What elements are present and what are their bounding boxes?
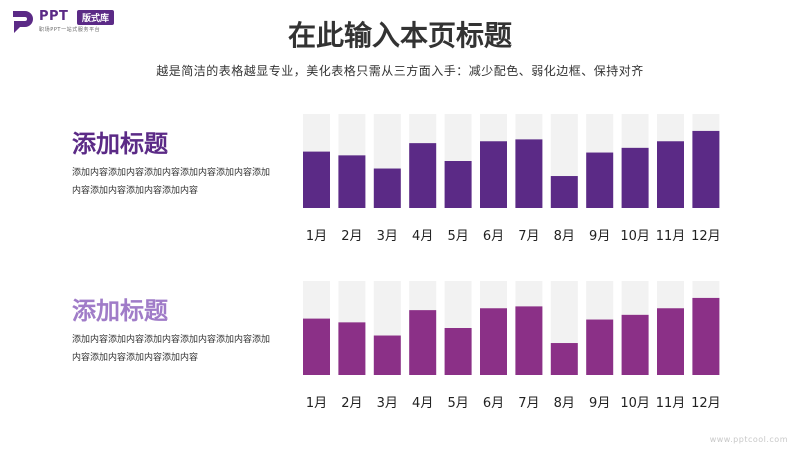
logo-brand: PPT bbox=[39, 9, 69, 24]
chart2-bar bbox=[550, 343, 578, 375]
chart2-x-tick-label: 9月 bbox=[589, 396, 610, 411]
monthly-bar-chart-2: 1月 2月 3月 4月 5月 6月 7月 8月 9月 10月 11月 12月 bbox=[303, 281, 723, 431]
chart1-bar bbox=[657, 141, 684, 208]
chart1-x-tick-label: 6月 bbox=[483, 229, 504, 244]
chart2-x-tick-label: 4月 bbox=[412, 396, 433, 411]
chart1-svg: 1月 2月 3月 4月 5月 6月 7月 8月 9月 10月 11月 12月 bbox=[303, 114, 721, 244]
chart2-bar bbox=[444, 328, 472, 375]
chart1-bar bbox=[480, 141, 507, 208]
watermark: www.pptcool.com bbox=[709, 435, 788, 444]
chart1-x-tick-label: 1月 bbox=[306, 229, 327, 244]
chart1-x-tick-label: 3月 bbox=[377, 229, 398, 244]
logo-badge: 版式库 bbox=[77, 10, 115, 25]
chart1-x-tick-label: 2月 bbox=[341, 229, 362, 244]
chart1-bar bbox=[621, 147, 649, 208]
chart1-x-tick-label: 12月 bbox=[691, 229, 721, 244]
chart1-x-tick-label: 11月 bbox=[656, 229, 686, 244]
chart1-bar bbox=[692, 130, 720, 208]
chart1-x-tick-label: 9月 bbox=[589, 229, 610, 244]
chart2-x-tick-label: 8月 bbox=[554, 396, 575, 411]
chart2-bar bbox=[692, 297, 720, 375]
chart2-bar bbox=[586, 319, 614, 375]
chart2-bar bbox=[338, 322, 366, 375]
chart2-x-tick-label: 10月 bbox=[620, 396, 650, 411]
page-title: 在此输入本页标题 bbox=[287, 19, 512, 52]
chart1-bar bbox=[586, 152, 614, 208]
chart2-bar bbox=[409, 310, 437, 375]
section-2-description: 添加内容添加内容添加内容添加内容添加内容添加内容添加内容添加内容添加内容 bbox=[72, 335, 271, 363]
logo-tagline: 职场PPT一站式服务平台 bbox=[39, 27, 101, 33]
chart1-bar bbox=[515, 139, 543, 208]
chart1-x-tick-label: 5月 bbox=[447, 229, 468, 244]
chart2-x-tick-label: 12月 bbox=[691, 396, 721, 411]
chart1-bar bbox=[444, 161, 472, 208]
section-2-title: 添加标题 bbox=[72, 297, 168, 325]
chart1-x-tick-label: 7月 bbox=[518, 229, 539, 244]
logo: PPT 版式库 职场PPT一站式服务平台 bbox=[10, 8, 170, 38]
monthly-bar-chart-1: 1月 2月 3月 4月 5月 6月 7月 8月 9月 10月 11月 12月 bbox=[303, 114, 723, 264]
chart2-bar bbox=[515, 306, 543, 375]
chart1-bar bbox=[409, 143, 437, 208]
chart1-bar bbox=[373, 168, 401, 208]
chart1-bar bbox=[550, 176, 578, 208]
page-subtitle: 越是简洁的表格越显专业，美化表格只需从三方面入手：减少配色、弱化边框、保持对齐 bbox=[156, 64, 644, 78]
chart2-x-tick-label: 6月 bbox=[483, 396, 504, 411]
chart2-x-tick-label: 11月 bbox=[656, 396, 686, 411]
chart1-x-tick-label: 4月 bbox=[412, 229, 433, 244]
chart2-x-tick-label: 3月 bbox=[377, 396, 398, 411]
chart2-x-tick-label: 5月 bbox=[447, 396, 468, 411]
chart1-x-tick-label: 8月 bbox=[554, 229, 575, 244]
chart2-bar bbox=[303, 318, 330, 375]
section-1-description: 添加内容添加内容添加内容添加内容添加内容添加内容添加内容添加内容添加内容 bbox=[72, 168, 271, 196]
section-1-title: 添加标题 bbox=[72, 130, 168, 158]
chart2-bar bbox=[621, 314, 649, 375]
chart2-x-tick-label: 1月 bbox=[306, 396, 327, 411]
chart1-bar bbox=[338, 155, 366, 208]
chart1-x-tick-label: 10月 bbox=[620, 229, 650, 244]
chart2-svg: 1月 2月 3月 4月 5月 6月 7月 8月 9月 10月 11月 12月 bbox=[303, 281, 721, 411]
chart2-x-tick-label: 7月 bbox=[518, 396, 539, 411]
chart1-bar bbox=[303, 151, 330, 208]
chart2-bar bbox=[657, 308, 684, 375]
logo-mark-icon bbox=[13, 11, 33, 33]
chart2-x-tick-label: 2月 bbox=[341, 396, 362, 411]
chart2-bar bbox=[480, 308, 507, 375]
chart2-bar bbox=[373, 335, 401, 375]
